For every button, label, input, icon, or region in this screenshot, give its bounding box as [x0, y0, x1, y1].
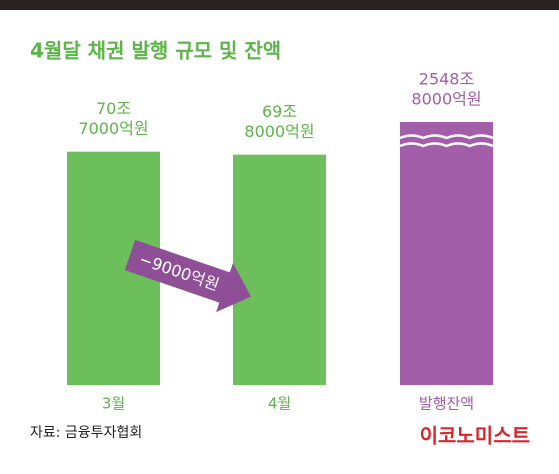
top-band [0, 0, 559, 10]
x-tick-label: 발행잔액 [419, 395, 474, 413]
value-label: 2548조 [419, 70, 474, 89]
bar [400, 122, 493, 385]
value-label: 8000억원 [244, 122, 314, 141]
break-mark [399, 134, 494, 140]
value-label: 70조 [96, 99, 131, 118]
break-mark [399, 142, 494, 148]
value-label: 69조 [262, 102, 297, 121]
source: 자료: 금융투자협회 [30, 425, 142, 441]
x-tick-label: 4월 [268, 395, 291, 413]
brand: 이코노미스트 [420, 424, 530, 448]
arrow-shape [124, 239, 252, 313]
chart-title: 4월달 채권 발행 규모 및 잔액 [30, 39, 281, 63]
value-label: 7000억원 [78, 119, 148, 138]
bar [233, 154, 326, 385]
value-label: 8000억원 [411, 90, 481, 109]
x-tick-label: 3월 [102, 395, 125, 413]
